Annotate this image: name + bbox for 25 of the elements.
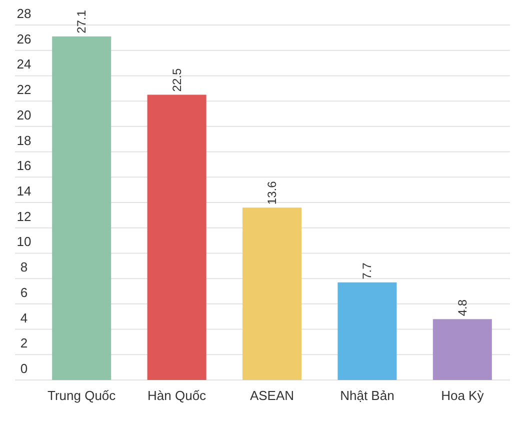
x-tick-label: Hàn Quốc [148, 388, 207, 403]
data-label: 27.1 [74, 10, 89, 34]
x-tick-label: ASEAN [250, 388, 294, 403]
data-label: 7.7 [360, 262, 374, 280]
y-tick-label: 4 [20, 310, 28, 326]
data-label: 13.6 [265, 180, 279, 205]
y-tick-label: 28 [16, 6, 32, 21]
y-tick-label: 2 [20, 336, 28, 351]
y-tick-label: 20 [16, 107, 32, 122]
y-tick-label: 6 [20, 284, 28, 300]
y-tick-label: 16 [16, 158, 32, 174]
y-tick-label: 0 [20, 361, 28, 376]
y-tick-label: 10 [16, 234, 32, 250]
y-tick-label: 14 [16, 184, 32, 198]
x-tick-label: Hoa Kỳ [441, 388, 484, 403]
y-tick-label: 18 [16, 132, 32, 148]
x-tick-label: Trung Quốc [48, 388, 116, 403]
y-tick-label: 12 [16, 208, 32, 224]
data-label: 22.5 [170, 68, 184, 92]
x-tick-label: Nhật Bản [340, 388, 394, 403]
y-tick-label: 8 [20, 260, 28, 275]
y-tick-label: 24 [16, 56, 32, 72]
y-tick-label: 26 [16, 31, 32, 46]
y-tick-label: 22 [16, 82, 32, 98]
data-label: 4.8 [455, 299, 470, 316]
